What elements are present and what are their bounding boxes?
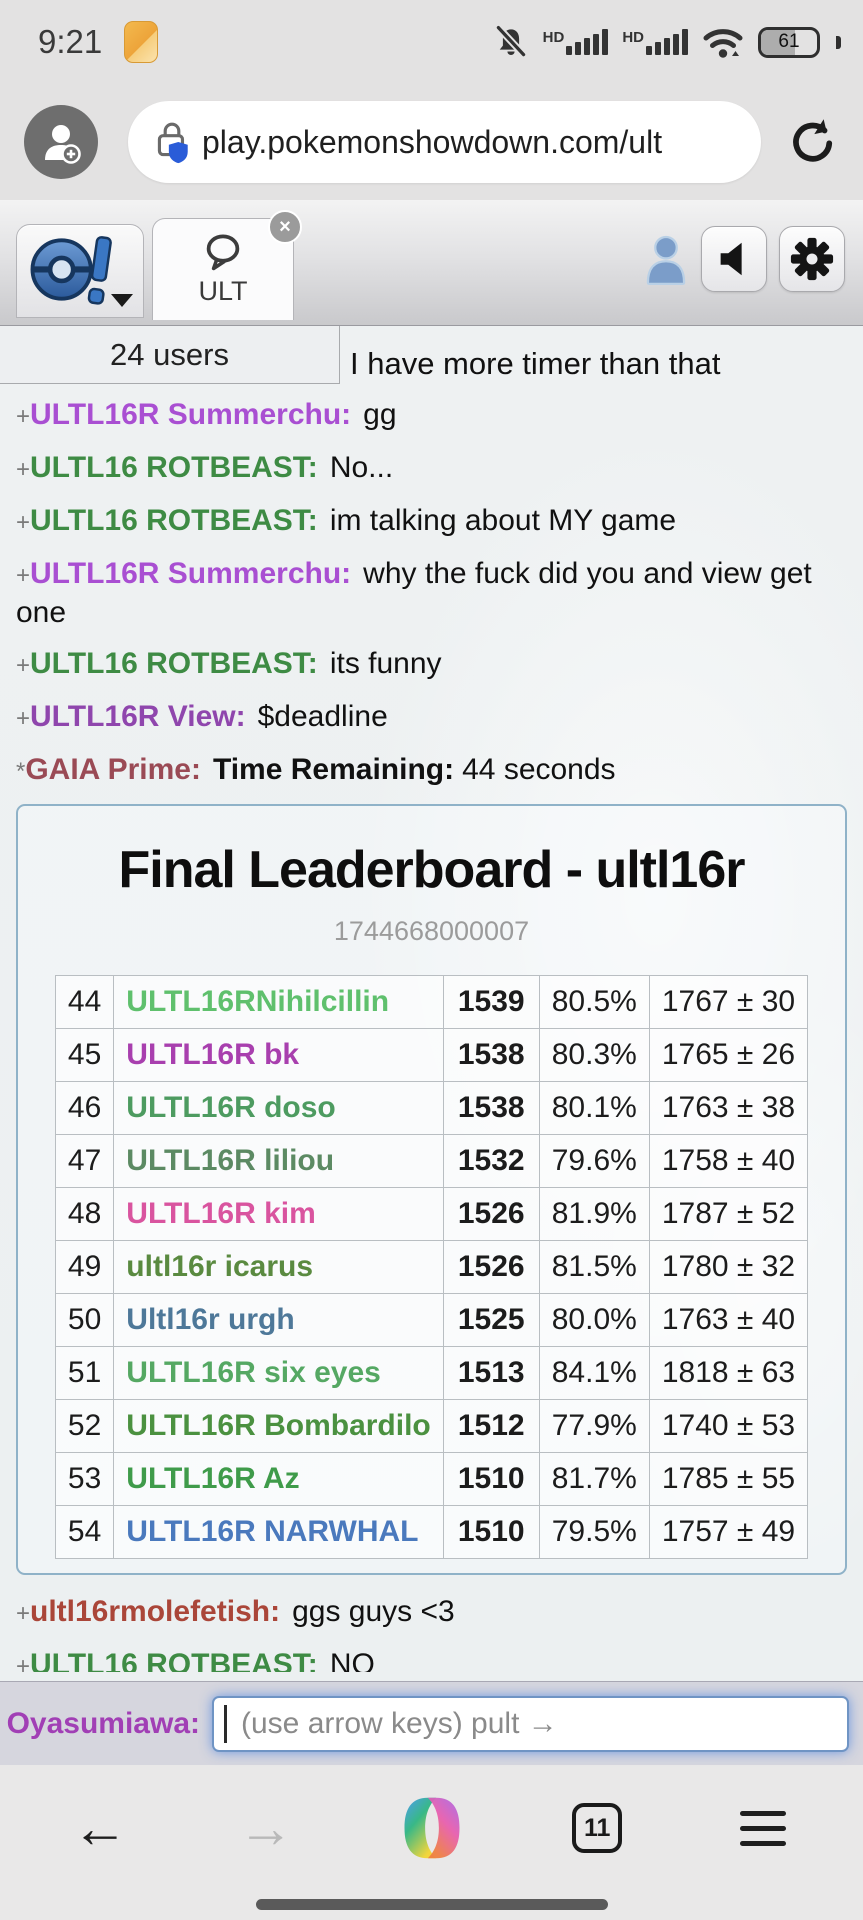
- player-name[interactable]: ULTL16R Az: [113, 1452, 444, 1506]
- gear-icon: [790, 237, 834, 281]
- status-icons: HD HD 61: [493, 24, 841, 60]
- menu-icon: [740, 1810, 786, 1846]
- player-name[interactable]: ULTL16R doso: [113, 1081, 444, 1135]
- chat-message: +ultl16rmolefetish: ggs guys <3: [16, 1595, 455, 1628]
- username[interactable]: ULTL16 ROTBEAST:: [30, 1648, 318, 1672]
- pokeball-home-icon: [30, 236, 112, 305]
- current-user-label: Oyasumiawa:: [6, 1706, 200, 1740]
- player-name[interactable]: ULTL16RNihilcillin: [113, 975, 444, 1029]
- tab-room-ult[interactable]: ULT ×: [152, 210, 302, 320]
- table-row: 44 ULTL16RNihilcillin 1539 80.5% 1767 ± 30: [54, 975, 809, 1029]
- user-icon[interactable]: [643, 233, 689, 285]
- chat-message: +ULTL16 ROTBEAST: im talking about MY gam…: [16, 504, 677, 537]
- leaderboard-card: Final Leaderboard - ultl16r 174466800000…: [16, 804, 847, 1575]
- text-cursor: [224, 1704, 227, 1743]
- chat-log: +ULTL16R Summerchu: gg +ULTL16 ROTBEAST: N…: [0, 384, 863, 790]
- leaderboard-table: 44 ULTL16RNihilcillin 1539 80.5% 1767 ± 30 4…: [54, 975, 809, 1559]
- player-name[interactable]: ULTL16R kim: [113, 1187, 444, 1241]
- table-row: 51 ULTL16R six eyes 1513 84.1% 1818 ± 63: [54, 1346, 809, 1400]
- battery-percent: 61: [778, 31, 800, 52]
- forward-button[interactable]: →: [226, 1793, 306, 1863]
- close-icon[interactable]: ×: [268, 210, 302, 244]
- chat-message: +ULTL16R Summerchu: why the fuck did you …: [16, 557, 812, 629]
- player-name[interactable]: ULTL16R six eyes: [113, 1346, 444, 1400]
- refresh-icon[interactable]: [787, 116, 839, 168]
- input-placeholder: (use arrow keys) pult →: [241, 1706, 558, 1740]
- tab-switcher-button[interactable]: 11: [557, 1793, 637, 1863]
- chevron-down-icon: [111, 294, 133, 307]
- showdown-header: ULT ×: [0, 200, 863, 326]
- settings-button[interactable]: [779, 226, 845, 292]
- speaker-icon: [720, 242, 742, 276]
- forward-icon: →: [237, 1796, 294, 1859]
- table-row: 52 ULTL16R Bombardilo 1512 77.9% 1740 ± 53: [54, 1399, 809, 1453]
- chat-room-panel: 24 users I have more timer than that +UL…: [0, 326, 863, 1681]
- lock-shield-icon: [157, 122, 188, 164]
- chat-bubble-icon: [206, 234, 240, 271]
- browser-bottom-nav: ← → 11: [0, 1765, 863, 1920]
- tab-label: ULT: [198, 276, 248, 306]
- user-count-button[interactable]: 24 users: [0, 326, 340, 384]
- username[interactable]: ultl16rmolefetish:: [30, 1595, 281, 1628]
- chat-input[interactable]: (use arrow keys) pult →: [212, 1695, 849, 1752]
- player-name[interactable]: ULTL16R liliou: [113, 1134, 444, 1188]
- wifi-icon: [703, 29, 743, 58]
- tab-home[interactable]: [16, 224, 144, 318]
- username[interactable]: ULTL16R Summerchu:: [30, 398, 352, 431]
- chat-message-wrapped: I have more timer than that: [350, 346, 721, 381]
- player-name[interactable]: ULTL16R NARWHAL: [113, 1505, 444, 1559]
- table-row: 48 ULTL16R kim 1526 81.9% 1787 ± 52: [54, 1187, 809, 1241]
- battery-icon: 61: [758, 26, 820, 58]
- player-name[interactable]: ULTL16R Bombardilo: [113, 1399, 444, 1453]
- chat-message: +ULTL16R View: $deadline: [16, 700, 388, 733]
- chat-message: *GAIA Prime: Time Remaining: 44 seconds: [16, 753, 616, 786]
- player-name[interactable]: ultl16r icarus: [113, 1240, 444, 1294]
- table-row: 46 ULTL16R doso 1538 80.1% 1763 ± 38: [54, 1081, 809, 1135]
- player-name[interactable]: Ultl16r urgh: [113, 1293, 444, 1347]
- leaderboard-timestamp: 1744668000007: [333, 916, 530, 946]
- table-row: 54 ULTL16R NARWHAL 1510 79.5% 1757 ± 49: [54, 1505, 809, 1559]
- table-row: 53 ULTL16R Az 1510 81.7% 1785 ± 55: [54, 1452, 809, 1506]
- signal-icon-2: HD: [622, 29, 688, 55]
- bell-muted-icon: [495, 25, 526, 58]
- url-text: play.pokemonshowdown.com/ult: [202, 123, 663, 160]
- username[interactable]: GAIA Prime:: [25, 753, 201, 786]
- leaderboard-title: Final Leaderboard - ultl16r: [118, 841, 745, 899]
- tab-switcher-icon: 11: [572, 1803, 623, 1853]
- username[interactable]: ULTL16 ROTBEAST:: [30, 647, 318, 680]
- menu-button[interactable]: [723, 1793, 803, 1863]
- username[interactable]: ULTL16R Summerchu:: [30, 557, 352, 590]
- chat-message: +ULTL16 ROTBEAST: No...: [16, 451, 394, 484]
- table-row: 49 ultl16r icarus 1526 81.5% 1780 ± 32: [54, 1240, 809, 1294]
- copilot-button[interactable]: [392, 1793, 472, 1863]
- table-row: 45 ULTL16R bk 1538 80.3% 1765 ± 26: [54, 1028, 809, 1082]
- chat-message: +ULTL16R Summerchu: gg: [16, 398, 397, 431]
- table-row: 50 Ultl16r urgh 1525 80.0% 1763 ± 40: [54, 1293, 809, 1347]
- username[interactable]: ULTL16 ROTBEAST:: [30, 451, 318, 484]
- chat-log-trailing: +ultl16rmolefetish: ggs guys <3 +ULTL16 R…: [0, 1575, 863, 1672]
- chat-input-bar: Oyasumiawa: (use arrow keys) pult →: [0, 1681, 863, 1765]
- back-icon: ←: [72, 1796, 128, 1859]
- back-button[interactable]: ←: [60, 1793, 140, 1863]
- copilot-icon: [404, 1797, 459, 1859]
- url-bar[interactable]: play.pokemonshowdown.com/ult: [128, 101, 761, 183]
- add-person-avatar[interactable]: [24, 105, 98, 179]
- table-row: 47 ULTL16R liliou 1532 79.6% 1758 ± 40: [54, 1134, 809, 1188]
- home-indicator[interactable]: [255, 1899, 608, 1910]
- browser-url-row: play.pokemonshowdown.com/ult: [0, 84, 863, 200]
- notification-app-icon: [124, 21, 159, 63]
- clock: 9:21: [38, 23, 103, 60]
- player-name[interactable]: ULTL16R bk: [113, 1028, 444, 1082]
- status-bar: 9:21 HD HD 61: [0, 0, 863, 84]
- chat-message: +ULTL16 ROTBEAST: its funny: [16, 647, 442, 680]
- signal-icon: HD: [543, 29, 609, 55]
- username[interactable]: ULTL16 ROTBEAST:: [30, 504, 318, 537]
- chat-message-clipped: +ULTL16 ROTBEAST: NO: [16, 1646, 847, 1672]
- sound-button[interactable]: [701, 226, 767, 292]
- username[interactable]: ULTL16R View:: [30, 700, 246, 733]
